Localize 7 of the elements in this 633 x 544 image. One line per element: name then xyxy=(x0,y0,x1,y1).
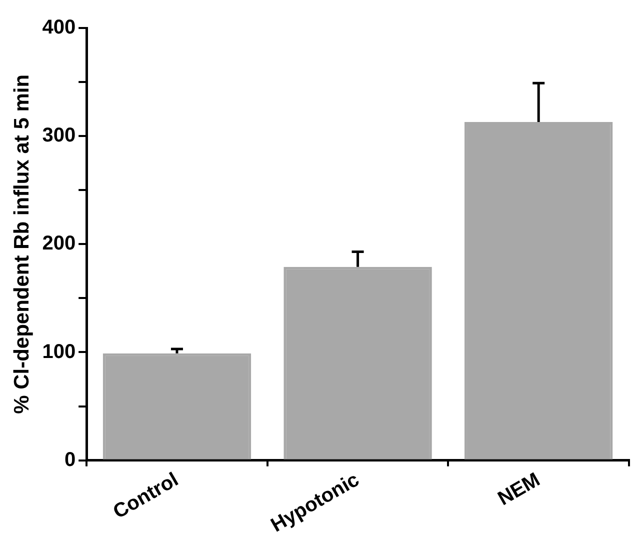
y-tick-label: 0 xyxy=(64,448,76,471)
y-tick-label: 300 xyxy=(42,124,76,147)
y-axis-title: % Cl-dependent Rb influx at 5 min xyxy=(10,74,34,414)
y-tick-label: 200 xyxy=(42,232,76,255)
y-tick-label: 400 xyxy=(42,16,76,39)
y-tick-label: 100 xyxy=(42,340,76,363)
x-tick-label: NEM xyxy=(494,468,544,510)
